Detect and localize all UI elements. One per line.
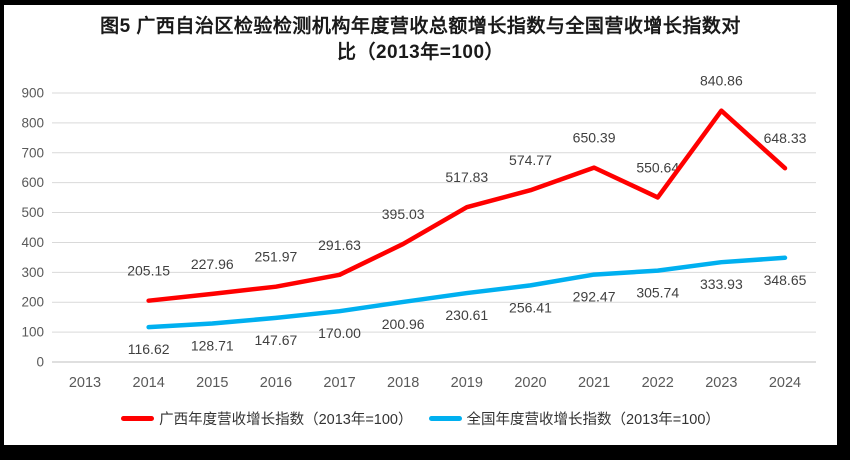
x-tick-label: 2016 [260,375,292,391]
x-tick-label: 2021 [578,375,610,391]
y-tick-label: 400 [21,235,44,250]
data-label-series-1: 147.67 [254,332,297,348]
series-line-1 [146,255,788,330]
data-label-series-0: 251.97 [254,249,297,265]
x-tick-label: 2014 [133,375,165,391]
data-label-series-0: 291.63 [318,237,361,253]
y-tick-label: 0 [36,355,44,370]
data-label-series-0: 550.64 [636,159,679,175]
data-label-series-0: 227.96 [191,256,234,272]
data-label-series-1: 230.61 [445,307,488,323]
data-label-series-0: 574.77 [509,152,552,168]
y-tick-label: 100 [21,325,44,340]
data-label-series-1: 116.62 [128,341,170,357]
data-label-series-1: 305.74 [636,285,679,301]
x-tick-label: 2018 [387,375,419,391]
chart-title-line-2: 比（2013年=100） [336,42,505,63]
y-tick-label: 900 [21,86,44,101]
data-label-series-0: 517.83 [445,169,488,185]
guangxi-series-label: 广西年度营收增长指数（2013年=100） [159,412,413,428]
legend-item-guangxi: 广西年度营收增长指数（2013年=100） [121,408,413,429]
y-tick-label: 500 [21,205,44,220]
chart-title-line-1: 图5 广西自治区检验检测机构年度营收总额增长指数与全国营收增长指数对 [100,16,741,37]
data-label-series-1: 256.41 [509,299,552,315]
data-label-series-0: 840.86 [700,73,743,89]
chart-legend: 广西年度营收增长指数（2013年=100） 全国年度营收增长指数（2013年=1… [4,408,837,429]
y-tick-label: 800 [21,115,44,130]
data-label-series-1: 348.65 [764,272,807,288]
national-series-swatch [428,416,462,421]
x-tick-label: 2020 [514,375,546,391]
y-tick-label: 300 [21,265,44,280]
data-label-series-0: 395.03 [382,206,425,222]
x-tick-label: 2024 [769,375,801,391]
y-tick-label: 700 [21,145,44,160]
series-line-0 [146,108,788,303]
x-tick-label: 2013 [69,375,101,391]
legend-item-national: 全国年度营收增长指数（2013年=100） [428,408,720,429]
x-tick-label: 2023 [705,375,737,391]
data-label-series-0: 648.33 [764,130,807,146]
data-label-series-0: 205.15 [127,263,170,279]
y-tick-label: 600 [21,175,44,190]
data-label-series-1: 333.93 [700,276,743,292]
x-tick-label: 2019 [451,375,483,391]
data-label-series-1: 128.71 [191,338,234,354]
x-tick-label: 2022 [642,375,674,391]
data-label-series-1: 200.96 [382,316,425,332]
national-series-label: 全国年度营收增长指数（2013年=100） [466,412,720,428]
x-tick-label: 2017 [323,375,355,391]
data-label-series-0: 650.39 [573,130,616,146]
guangxi-series-swatch [121,416,155,421]
chart-title: 图5 广西自治区检验检测机构年度营收总额增长指数与全国营收增长指数对 比（201… [4,14,837,66]
y-tick-label: 200 [21,295,44,310]
data-label-series-1: 170.00 [318,325,361,341]
data-label-series-1: 292.47 [573,289,616,305]
x-tick-label: 2015 [196,375,228,391]
